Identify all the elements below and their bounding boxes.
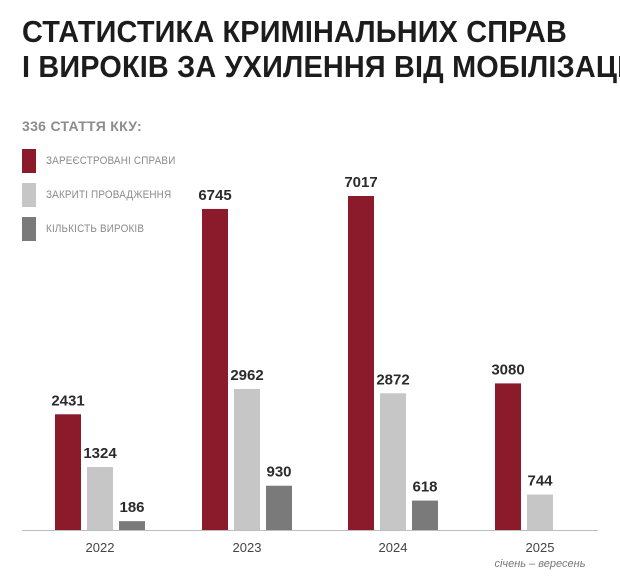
legend: ЗАРЕЄСТРОВАНІ СПРАВИ ЗАКРИТІ ПРОВАДЖЕННЯ…: [22, 144, 190, 246]
bar-2022-series-1: [55, 414, 81, 530]
data-label-2022-series-1: 2431: [51, 392, 84, 409]
bar-2024-series-1: [348, 196, 374, 530]
legend-item-verdicts: КІЛЬКІСТЬ ВИРОКІВ: [22, 212, 190, 246]
x-tick-note-2025: січень – вересень: [494, 558, 585, 570]
bar-2024-series-3: [412, 500, 438, 530]
title-line-2: І ВИРОКІВ ЗА УХИЛЕННЯ ВІД МОБІЛІЗАЦІЇ: [22, 49, 620, 84]
legend-swatch-registered: [22, 149, 36, 173]
x-tick-label-2022: 2022: [86, 540, 115, 555]
bar-2022-series-2: [87, 466, 113, 530]
bar-2023-series-2: [234, 389, 260, 530]
bar-2025-series-1: [495, 383, 521, 530]
data-label-2022-series-3: 186: [119, 499, 144, 516]
chart-title: СТАТИСТИКА КРИМІНАЛЬНИХ СПРАВ І ВИРОКІВ …: [22, 14, 620, 84]
bar-2022-series-3: [119, 521, 145, 530]
data-label-2024-series-2: 2872: [376, 371, 409, 388]
data-label-2024-series-1: 7017: [344, 174, 377, 191]
x-tick-label-2024: 2024: [379, 540, 408, 555]
title-line-1: СТАТИСТИКА КРИМІНАЛЬНИХ СПРАВ: [22, 14, 568, 49]
legend-item-registered: ЗАРЕЄСТРОВАНІ СПРАВИ: [22, 144, 190, 178]
bar-2025-series-2: [527, 494, 553, 530]
bar-2024-series-2: [380, 393, 406, 530]
data-label-2025-series-2: 744: [527, 473, 553, 490]
chart-subtitle: 336 СТАТТЯ ККУ:: [22, 118, 142, 134]
legend-swatch-verdicts: [22, 217, 36, 241]
legend-label-verdicts: КІЛЬКІСТЬ ВИРОКІВ: [46, 223, 145, 235]
data-label-2022-series-2: 1324: [83, 445, 117, 462]
bar-2023-series-1: [202, 208, 228, 530]
x-tick-label-2023: 2023: [233, 540, 262, 555]
data-label-2024-series-3: 618: [412, 479, 437, 496]
data-label-2025-series-1: 3080: [491, 361, 524, 378]
x-tick-label-2025: 2025: [526, 540, 555, 555]
data-label-2023-series-1: 6745: [198, 187, 231, 204]
data-label-2023-series-3: 930: [266, 464, 291, 481]
bar-2023-series-3: [266, 485, 292, 530]
legend-label-closed: ЗАКРИТІ ПРОВАДЖЕННЯ: [46, 189, 172, 201]
data-label-2023-series-2: 2962: [230, 367, 263, 384]
legend-label-registered: ЗАРЕЄСТРОВАНІ СПРАВИ: [46, 155, 176, 167]
legend-item-closed: ЗАКРИТІ ПРОВАДЖЕННЯ: [22, 178, 190, 212]
legend-swatch-closed: [22, 183, 36, 207]
